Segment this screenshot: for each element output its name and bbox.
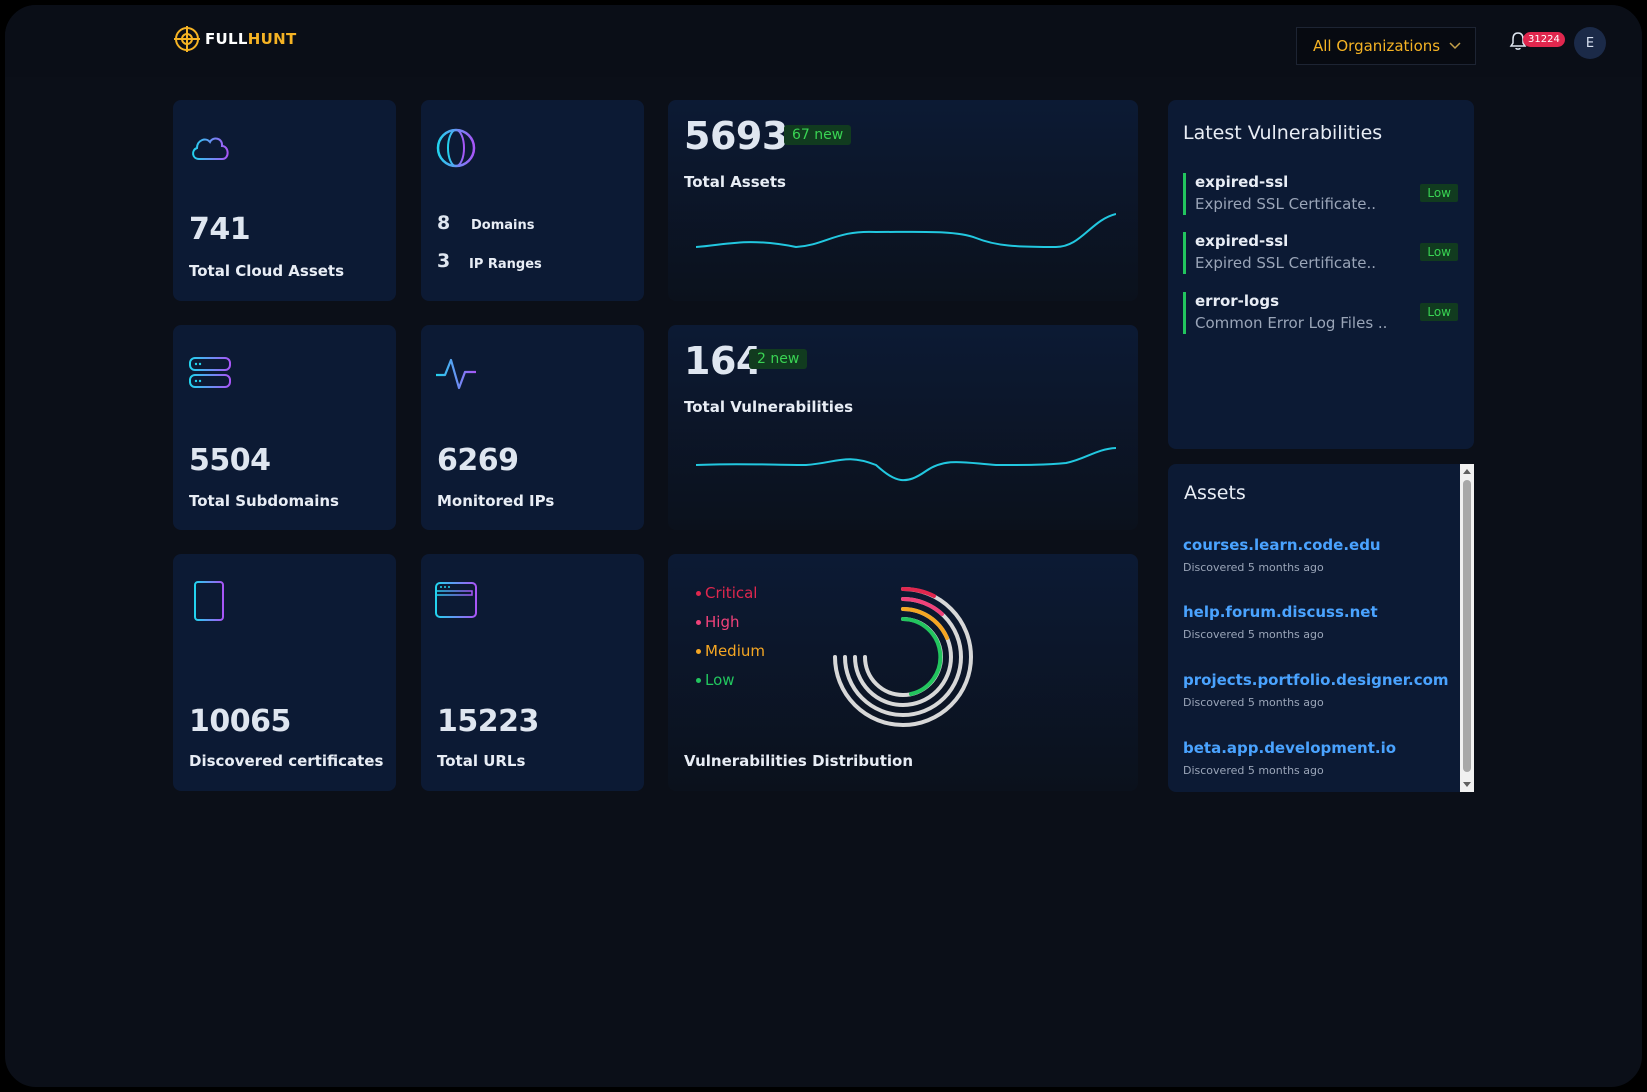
- total-vulnerabilities-new-badge: 2 new: [749, 349, 808, 369]
- subdomains-value: 5504: [189, 443, 271, 478]
- vulnerability-name: expired-ssl: [1195, 232, 1289, 250]
- vulnerability-description: Common Error Log Files ..: [1195, 314, 1388, 332]
- cloud-assets-value: 741: [189, 212, 251, 247]
- server-icon: [189, 357, 231, 388]
- latest-vulnerabilities-title: Latest Vulnerabilities: [1183, 122, 1383, 144]
- certificates-label: Discovered certificates: [189, 752, 384, 770]
- total-assets-label: Total Assets: [684, 173, 786, 191]
- vulnerability-description: Expired SSL Certificate..: [1195, 195, 1377, 213]
- assets-scrollbar[interactable]: [1460, 464, 1474, 792]
- avatar[interactable]: E: [1574, 27, 1606, 59]
- asset-item[interactable]: beta.app.development.io Discovered 5 mon…: [1183, 739, 1396, 777]
- organization-select-value: All Organizations: [1313, 37, 1441, 55]
- latest-vulnerabilities-panel: Latest Vulnerabilities: [1168, 100, 1474, 449]
- certificates-card[interactable]: 10065 Discovered certificates: [173, 554, 396, 791]
- total-assets-new-badge: 67 new: [784, 125, 852, 145]
- assets-title: Assets: [1184, 482, 1246, 504]
- asset-link[interactable]: projects.portfolio.designer.com: [1183, 671, 1449, 689]
- urls-card[interactable]: 15223 Total URLs: [421, 554, 644, 791]
- notification-badge: 31224: [1523, 32, 1565, 47]
- vulnerability-description: Expired SSL Certificate..: [1195, 254, 1377, 272]
- logo[interactable]: FULLHUNT: [173, 25, 296, 53]
- domains-card[interactable]: 8 Domains 3 IP Ranges: [421, 100, 644, 301]
- top-bar: FULLHUNT All Organizations 31224 E: [5, 5, 1642, 77]
- scroll-up-arrow-icon[interactable]: [1463, 469, 1471, 474]
- domains-label: Domains: [471, 218, 535, 233]
- activity-icon: [436, 358, 476, 390]
- urls-label: Total URLs: [437, 752, 526, 770]
- monitored-ips-card[interactable]: 6269 Monitored IPs: [421, 325, 644, 530]
- ip-ranges-label: IP Ranges: [469, 257, 542, 272]
- ip-ranges-value: 3: [437, 250, 451, 272]
- certificates-value: 10065: [189, 704, 291, 739]
- globe-icon: [436, 128, 476, 168]
- bell-icon[interactable]: [1509, 31, 1527, 51]
- chevron-down-icon: [1449, 42, 1461, 50]
- total-vulnerabilities-sparkline: [696, 447, 1116, 481]
- asset-link[interactable]: beta.app.development.io: [1183, 739, 1397, 757]
- assets-panel: Assets: [1168, 464, 1474, 792]
- scroll-down-arrow-icon[interactable]: [1463, 782, 1471, 787]
- total-vulnerabilities-card[interactable]: 164 2 new Total Vulnerabilities: [668, 325, 1138, 530]
- cloud-assets-label: Total Cloud Assets: [189, 262, 345, 280]
- subdomains-label: Total Subdomains: [189, 492, 339, 510]
- vulnerability-item[interactable]: expired-ssl Expired SSL Certificate.. Lo…: [1183, 232, 1458, 274]
- domains-value: 8: [437, 212, 451, 234]
- total-assets-card[interactable]: 5693 67 new Total Assets: [668, 100, 1138, 301]
- subdomains-card[interactable]: 5504 Total Subdomains: [173, 325, 396, 530]
- vulnerabilities-radial-chart: [833, 586, 973, 727]
- severity-badge: Low: [1420, 303, 1458, 321]
- total-vulnerabilities-label: Total Vulnerabilities: [684, 398, 854, 416]
- vulnerability-item[interactable]: expired-ssl Expired SSL Certificate.. Lo…: [1183, 173, 1458, 215]
- urls-value: 15223: [437, 704, 539, 739]
- total-assets-value: 5693: [684, 114, 788, 158]
- vulnerability-item[interactable]: error-logs Common Error Log Files .. Low: [1183, 292, 1458, 334]
- vulnerability-name: error-logs: [1195, 292, 1280, 310]
- asset-meta: Discovered 5 months ago: [1183, 561, 1324, 574]
- asset-link[interactable]: courses.learn.code.edu: [1183, 536, 1381, 554]
- cloud-icon: [192, 137, 229, 160]
- scroll-thumb[interactable]: [1463, 480, 1471, 772]
- organization-select[interactable]: All Organizations: [1296, 27, 1476, 65]
- asset-item[interactable]: courses.learn.code.edu Discovered 5 mont…: [1183, 536, 1381, 574]
- legend-item-high: High: [696, 613, 739, 631]
- asset-item[interactable]: projects.portfolio.designer.com Discover…: [1183, 671, 1449, 709]
- vulnerabilities-distribution-title: Vulnerabilities Distribution: [684, 752, 914, 770]
- asset-meta: Discovered 5 months ago: [1183, 628, 1324, 641]
- severity-badge: Low: [1420, 243, 1458, 261]
- asset-meta: Discovered 5 months ago: [1183, 764, 1324, 777]
- asset-meta: Discovered 5 months ago: [1183, 696, 1324, 709]
- asset-item[interactable]: help.forum.discuss.net Discovered 5 mont…: [1183, 603, 1378, 641]
- crosshair-icon: [174, 26, 200, 52]
- legend-item-low: Low: [696, 671, 735, 689]
- cloud-assets-card[interactable]: 741 Total Cloud Assets: [173, 100, 396, 301]
- vulnerability-name: expired-ssl: [1195, 173, 1289, 191]
- monitored-ips-value: 6269: [437, 443, 519, 478]
- vulnerabilities-distribution-card[interactable]: Critical High Medium Low Vulnerabilities…: [668, 554, 1138, 791]
- logo-text: FULLHUNT: [205, 30, 297, 48]
- browser-window-icon: [435, 582, 477, 618]
- asset-link[interactable]: help.forum.discuss.net: [1183, 603, 1378, 621]
- legend-item-medium: Medium: [696, 642, 765, 660]
- document-icon: [194, 581, 224, 621]
- legend-item-critical: Critical: [696, 584, 757, 602]
- total-assets-sparkline: [696, 213, 1116, 249]
- monitored-ips-label: Monitored IPs: [437, 492, 555, 510]
- severity-badge: Low: [1420, 184, 1458, 202]
